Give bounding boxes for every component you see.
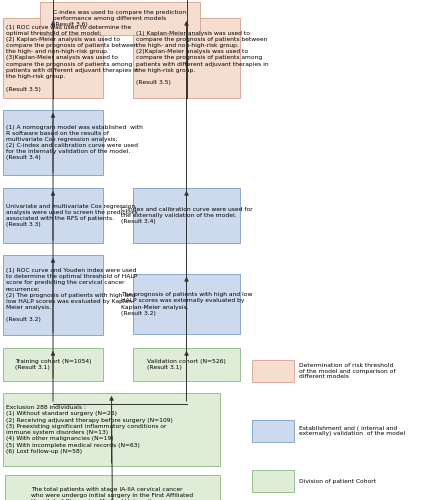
FancyBboxPatch shape [40, 2, 200, 35]
Text: (1) A nomogram model was established  with
R software based on the results of
mu: (1) A nomogram model was established wit… [6, 124, 143, 160]
Text: C-index was used to compare the prediction
performance among different models
(R: C-index was used to compare the predicti… [53, 10, 187, 27]
FancyBboxPatch shape [3, 393, 220, 466]
Text: Establishment and ( internal and
externally) validation  of the model: Establishment and ( internal and externa… [299, 426, 405, 436]
Text: Division of patient Cohort: Division of patient Cohort [299, 478, 376, 484]
FancyBboxPatch shape [133, 188, 240, 243]
Text: Validation cohort (N=526)
(Result 3.1): Validation cohort (N=526) (Result 3.1) [147, 359, 226, 370]
FancyBboxPatch shape [3, 255, 103, 335]
FancyBboxPatch shape [3, 188, 103, 243]
FancyBboxPatch shape [3, 348, 103, 381]
FancyBboxPatch shape [3, 110, 103, 175]
Text: C-index and calibration curve were used for
the externally validation of the mod: C-index and calibration curve were used … [120, 207, 252, 224]
FancyBboxPatch shape [133, 348, 240, 381]
FancyBboxPatch shape [5, 475, 220, 500]
FancyBboxPatch shape [133, 18, 240, 98]
Text: Exclusion 288 individuals :
(1) Without standard surgery (N=26)
(2) Receiving ad: Exclusion 288 individuals : (1) Without … [6, 406, 173, 454]
Text: (1) Kaplan-Meier analysis was used to
compare the prognosis of patients between
: (1) Kaplan-Meier analysis was used to co… [136, 30, 268, 86]
Text: The prognosis of patients with high and low
HALP scores was externally evaluated: The prognosis of patients with high and … [121, 292, 252, 316]
Text: The total patients with stage IA-IIA cervical cancer
who were undergo initial su: The total patients with stage IA-IIA cer… [32, 486, 194, 500]
Text: Univariate and multivariate Cox regression
analysis were used to screen the pred: Univariate and multivariate Cox regressi… [6, 204, 138, 228]
FancyBboxPatch shape [252, 360, 294, 382]
FancyBboxPatch shape [133, 274, 240, 334]
Text: Training cohort (N=1054)
(Result 3.1): Training cohort (N=1054) (Result 3.1) [15, 359, 91, 370]
FancyBboxPatch shape [3, 18, 103, 98]
Text: Determination of risk threshold
of the model and comparison of
different models: Determination of risk threshold of the m… [299, 362, 396, 380]
FancyBboxPatch shape [252, 420, 294, 442]
Text: (1) ROC curve and Youden index were used
to determine the optimal threshold of H: (1) ROC curve and Youden index were used… [6, 268, 138, 322]
FancyBboxPatch shape [252, 470, 294, 492]
Text: (1) ROC curve was used to determine the
optimal threshold of the model;
(2) Kapl: (1) ROC curve was used to determine the … [6, 24, 138, 92]
